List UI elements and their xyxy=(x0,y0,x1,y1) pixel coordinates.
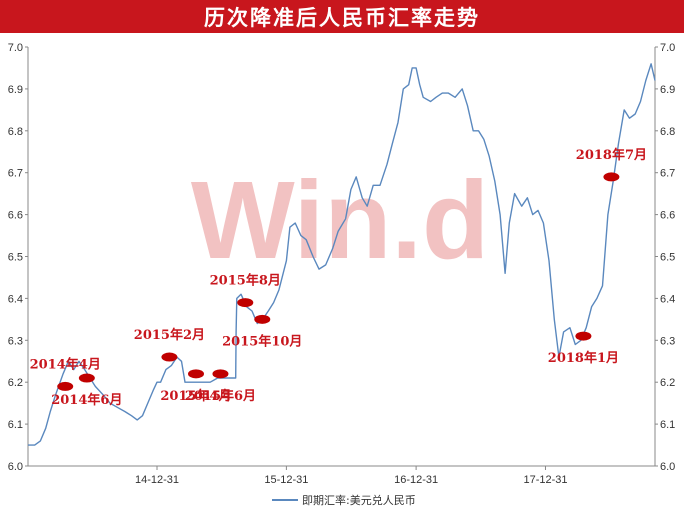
legend: 即期汇率:美元兑人民币 xyxy=(272,493,416,507)
y-tick-label-left: 6.8 xyxy=(8,126,23,138)
event-marker xyxy=(188,369,205,379)
event-marker xyxy=(57,381,74,391)
y-tick-label-left: 6.3 xyxy=(8,335,23,347)
y-tick-label-left: 7.0 xyxy=(8,42,23,54)
event-label: 2015年10月 xyxy=(222,333,302,349)
event-marker xyxy=(603,172,620,182)
y-tick-label-right: 6.5 xyxy=(660,252,675,264)
y-tick-label-right: 6.3 xyxy=(660,335,675,347)
y-tick-label-right: 6.6 xyxy=(660,210,675,222)
series-layer xyxy=(28,63,656,446)
y-tick-label-right: 6.0 xyxy=(660,461,675,473)
y-tick-label-left: 6.4 xyxy=(8,293,23,305)
event-label: 2018年1月 xyxy=(548,350,619,366)
y-tick-label-right: 6.8 xyxy=(660,126,675,138)
event-marker xyxy=(254,314,271,324)
y-tick-label-right: 7.0 xyxy=(660,42,675,54)
legend-label: 即期汇率:美元兑人民币 xyxy=(302,493,416,507)
series-line xyxy=(28,63,656,446)
event-label: 2014年4月 xyxy=(30,356,101,372)
y-tick-label-left: 6.1 xyxy=(8,419,23,431)
event-label: 2014年6月 xyxy=(51,392,122,408)
y-tick-label-left: 6.0 xyxy=(8,461,23,473)
event-label: 2015年4月 xyxy=(160,388,231,404)
watermark-logo: Win.d xyxy=(191,159,489,282)
y-tick-label-left: 6.2 xyxy=(8,377,23,389)
event-label: 2018年7月 xyxy=(576,147,647,163)
event-marker xyxy=(212,369,229,379)
y-tick-label-left: 6.5 xyxy=(8,252,23,264)
y-tick-label-right: 6.9 xyxy=(660,84,675,96)
y-tick-label-right: 6.2 xyxy=(660,377,675,389)
event-marker xyxy=(161,352,178,362)
y-tick-label-left: 6.6 xyxy=(8,210,23,222)
y-tick-label-right: 6.4 xyxy=(660,293,675,305)
x-tick-label: 17-12-31 xyxy=(523,474,567,486)
x-tick-label: 14-12-31 xyxy=(135,474,179,486)
y-tick-label-left: 6.9 xyxy=(8,84,23,96)
chart-title: 历次降准后人民币汇率走势 xyxy=(0,0,684,33)
event-marker xyxy=(575,331,592,341)
event-marker xyxy=(237,298,254,308)
event-marker xyxy=(78,373,95,383)
event-label: 2015年8月 xyxy=(210,273,281,289)
x-tick-label: 15-12-31 xyxy=(264,474,308,486)
y-tick-label-right: 6.7 xyxy=(660,168,675,180)
y-tick-label-left: 6.7 xyxy=(8,168,23,180)
event-label: 2015年6月 xyxy=(185,388,256,404)
event-label: 2015年2月 xyxy=(134,327,205,343)
axes: 6.0 6.0 6.1 6.1 6.2 6.2 6.3 6.3 6.4 6.4 6.5 6.5 6.6 6… xyxy=(8,42,676,486)
x-tick-label: 16-12-31 xyxy=(394,474,438,486)
y-tick-label-right: 6.1 xyxy=(660,419,675,431)
